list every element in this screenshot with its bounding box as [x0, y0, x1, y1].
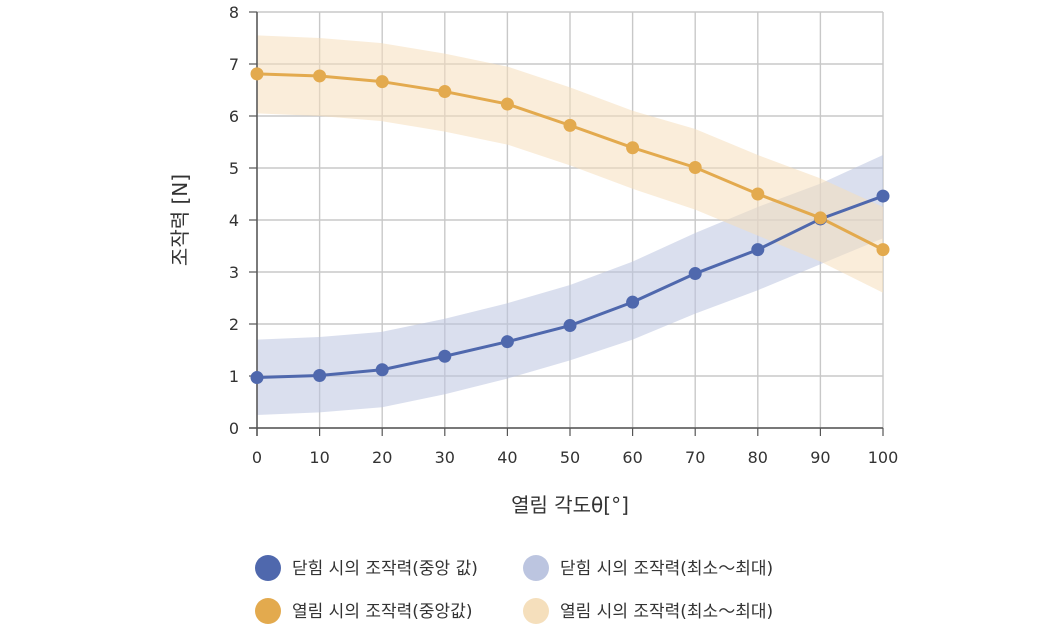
- data-point: [375, 363, 389, 377]
- x-axis-title: 열림 각도θ[°]: [511, 493, 629, 517]
- y-tick-label: 4: [229, 211, 239, 230]
- data-point: [500, 97, 514, 111]
- y-tick-label: 1: [229, 367, 239, 386]
- legend-label-3: 열림 시의 조작력(중앙값): [292, 602, 472, 622]
- y-tick-label: 2: [229, 315, 239, 334]
- data-point: [626, 295, 640, 309]
- legend-swatch-3: [255, 598, 281, 624]
- series-points: [250, 67, 890, 385]
- data-point: [563, 319, 577, 333]
- data-point: [876, 243, 890, 257]
- data-point: [751, 187, 765, 201]
- data-point: [500, 335, 514, 349]
- y-tick-label: 8: [229, 3, 239, 22]
- y-tick-label: 3: [229, 263, 239, 282]
- y-axis-title: 조작력 [N]: [168, 174, 192, 266]
- x-tick-label: 60: [622, 448, 642, 467]
- data-point: [688, 160, 702, 174]
- y-tick-label: 6: [229, 107, 239, 126]
- x-tick-label: 100: [868, 448, 899, 467]
- legend-swatch-1: [255, 555, 281, 581]
- x-tick-label: 80: [748, 448, 768, 467]
- legend-label-2: 닫힘 시의 조작력(최소～최대): [560, 559, 773, 579]
- data-point: [876, 189, 890, 203]
- axes: [249, 11, 884, 436]
- y-tick-label: 5: [229, 159, 239, 178]
- data-point: [313, 69, 327, 83]
- x-tick-label: 90: [810, 448, 830, 467]
- tick-labels: 0 10 20 30 40 50 60 70 80 90 100 0 1 2 3 4 5 6 7 8: [229, 3, 898, 467]
- data-point: [313, 368, 327, 382]
- data-point: [438, 349, 452, 363]
- range-bands: [257, 35, 883, 415]
- legend-swatch-4: [523, 598, 549, 624]
- range-band-2: [257, 35, 883, 293]
- data-point: [688, 267, 702, 281]
- x-tick-label: 0: [252, 448, 262, 467]
- data-point: [438, 85, 452, 99]
- x-tick-label: 30: [435, 448, 455, 467]
- legend-label-4: 열림 시의 조작력(최소～최대): [560, 602, 773, 622]
- data-point: [751, 243, 765, 257]
- x-tick-label: 10: [309, 448, 329, 467]
- legend-swatch-2: [523, 555, 549, 581]
- data-point: [375, 75, 389, 89]
- y-tick-label: 7: [229, 55, 239, 74]
- data-point: [250, 371, 264, 385]
- x-tick-label: 70: [685, 448, 705, 467]
- x-tick-label: 40: [497, 448, 517, 467]
- data-point: [626, 141, 640, 155]
- y-tick-label: 0: [229, 419, 239, 438]
- legend-label-1: 닫힘 시의 조작력(중앙 값): [292, 559, 478, 579]
- data-point: [813, 211, 827, 225]
- data-point: [250, 67, 264, 81]
- legend: 닫힘 시의 조작력(중앙 값) 닫힘 시의 조작력(최소～최대) 열림 시의 조작력…: [255, 555, 773, 624]
- x-tick-label: 20: [372, 448, 392, 467]
- x-tick-label: 50: [560, 448, 580, 467]
- data-point: [563, 118, 577, 132]
